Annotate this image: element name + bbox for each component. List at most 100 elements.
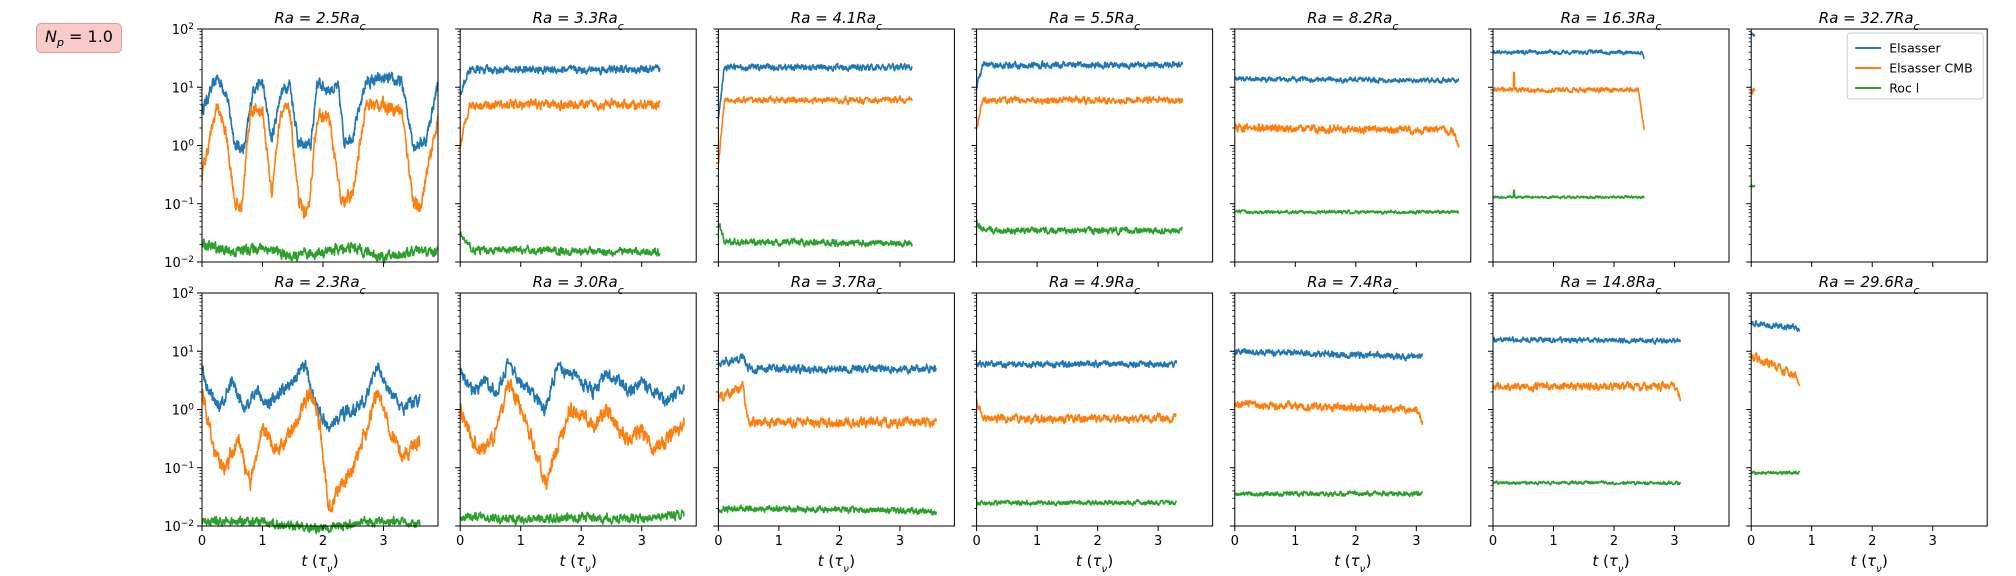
series-line-elsasser	[1492, 336, 1682, 345]
x-axis-label-open: (	[565, 552, 576, 570]
y-tick-label: 102	[172, 22, 194, 38]
y-tick-label: 10−1	[164, 461, 194, 477]
x-tick-label: 2	[835, 534, 843, 549]
series-line-elsasser-cmb	[975, 398, 1177, 425]
x-axis-label-close: )	[1882, 552, 1888, 570]
series-line-elsasser	[975, 60, 1184, 90]
x-axis-label-t: t	[1334, 552, 1341, 570]
y-tick-label: 102	[172, 286, 194, 302]
y-tick-exponent: −1	[181, 461, 194, 471]
x-tick-label: 1	[258, 534, 266, 549]
x-tick-label: 3	[379, 534, 387, 549]
series-line-roc-l	[975, 499, 1177, 507]
axes-frame	[1492, 292, 1730, 527]
x-tick-label: 3	[1929, 534, 1937, 549]
axes-frame	[976, 292, 1214, 527]
x-axis-label-nu: ν	[1101, 564, 1107, 575]
series-line-elsasser-cmb	[717, 380, 937, 430]
x-tick-label: 1	[517, 534, 525, 549]
legend-box	[1846, 32, 1984, 100]
x-axis-label: t (τν )	[301, 552, 338, 575]
panel-title: Ra = 5.5Rac	[1049, 9, 1140, 33]
x-axis-label-nu: ν	[843, 564, 849, 575]
x-tick-label: 1	[775, 534, 783, 549]
x-axis-label-nu: ν	[1618, 564, 1624, 575]
x-axis-label: t (τν )	[1851, 552, 1888, 575]
series-line-elsasser	[1492, 48, 1645, 60]
y-tick-label: 101	[172, 344, 194, 360]
panel-ra-3_3: Ra = 3.3Rac	[455, 9, 697, 267]
x-axis-label-t: t	[301, 552, 308, 570]
x-tick-label: 2	[1093, 534, 1101, 549]
x-tick-label: 0	[198, 534, 206, 549]
panel-title-subscript: c	[360, 284, 366, 297]
panel-title-subscript: c	[618, 20, 624, 33]
y-tick-label: 100	[172, 139, 195, 155]
x-axis-label-t: t	[818, 552, 825, 570]
panel-title: Ra = 4.1Rac	[791, 9, 882, 33]
x-axis-label-t: t	[1592, 552, 1599, 570]
x-axis-label-t: t	[1076, 552, 1083, 570]
panel-ra-3_7: Ra = 3.7Rac 0 1 2 3 t (τν )	[713, 273, 955, 575]
panel-ra-5_5: Ra = 5.5Rac	[971, 9, 1214, 267]
x-axis-label-tau: τ	[1092, 552, 1102, 570]
x-tick-label: 0	[456, 534, 464, 549]
x-tick-label: 3	[638, 534, 646, 549]
panel-title-subscript: c	[876, 284, 882, 297]
x-tick-label: 0	[1489, 534, 1497, 549]
y-tick-exponent: 1	[188, 80, 194, 90]
x-tick-label: 0	[714, 534, 722, 549]
panel-title: Ra = 2.5Rac	[274, 9, 365, 33]
axes-frame	[459, 28, 697, 263]
series-line-roc-l	[1492, 189, 1645, 200]
series-line-roc-l	[201, 515, 421, 535]
axes-frame	[1234, 28, 1472, 263]
y-tick-exponent: −2	[181, 519, 194, 529]
panel-ra-16_3: Ra = 16.3Rac	[1488, 9, 1730, 267]
y-tick-exponent: −1	[181, 197, 194, 207]
x-axis-label-open: (	[1598, 552, 1609, 570]
panel-title-subscript: c	[876, 20, 882, 33]
x-axis-label-open: (	[824, 552, 835, 570]
axes-frame	[717, 292, 955, 527]
series-line-elsasser	[1750, 32, 1756, 37]
x-axis-label: t (τν )	[818, 552, 855, 575]
x-axis-label-tau: τ	[1609, 552, 1619, 570]
x-tick-label: 1	[1291, 534, 1299, 549]
panel-title: Ra = 3.7Rac	[791, 273, 882, 297]
x-axis-label-close: )	[333, 552, 339, 570]
x-axis-label-nu: ν	[1360, 564, 1366, 575]
series-line-elsasser-cmb	[1234, 122, 1460, 148]
x-tick-label: 2	[577, 534, 585, 549]
series-line-roc-l	[459, 509, 685, 526]
x-axis-label-tau: τ	[1867, 552, 1877, 570]
legend: Elsasser Elsasser CMB Roc l	[1846, 32, 1984, 100]
y-tick-label: 101	[172, 80, 194, 96]
series-line-elsasser-cmb	[1234, 399, 1424, 425]
y-tick-exponent: 0	[188, 403, 194, 413]
series-line-elsasser	[201, 359, 421, 433]
series-line-elsasser	[1234, 75, 1460, 84]
x-axis-label-close: )	[591, 552, 597, 570]
series-line-roc-l	[717, 223, 913, 248]
x-axis-label: t (τν )	[1076, 552, 1113, 575]
legend-label: Elsasser	[1889, 41, 1941, 56]
panel-ra-29_6: Ra = 29.6Rac 0 1 2 3 t (τν )	[1746, 273, 1988, 575]
series-line-roc-l	[201, 238, 439, 264]
y-tick-exponent: 1	[188, 344, 194, 354]
panel-title-subscript: c	[618, 284, 624, 297]
x-tick-label: 3	[1154, 534, 1162, 549]
x-axis-label-nu: ν	[327, 564, 333, 575]
x-tick-label: 3	[1670, 534, 1678, 549]
series-line-elsasser	[975, 359, 1178, 369]
panel-ra-32_7: Ra = 32.7Rac	[1746, 9, 1988, 267]
series-line-elsasser	[717, 62, 913, 119]
x-tick-label: 3	[1412, 534, 1420, 549]
panel-ra-4_9: Ra = 4.9Rac 0 1 2 3 t (τν )	[971, 273, 1214, 575]
series-line-roc-l	[1234, 490, 1424, 498]
x-tick-label: 2	[1352, 534, 1360, 549]
np-badge-subscript: p	[56, 36, 64, 50]
series-line-elsasser-cmb	[1492, 71, 1646, 131]
